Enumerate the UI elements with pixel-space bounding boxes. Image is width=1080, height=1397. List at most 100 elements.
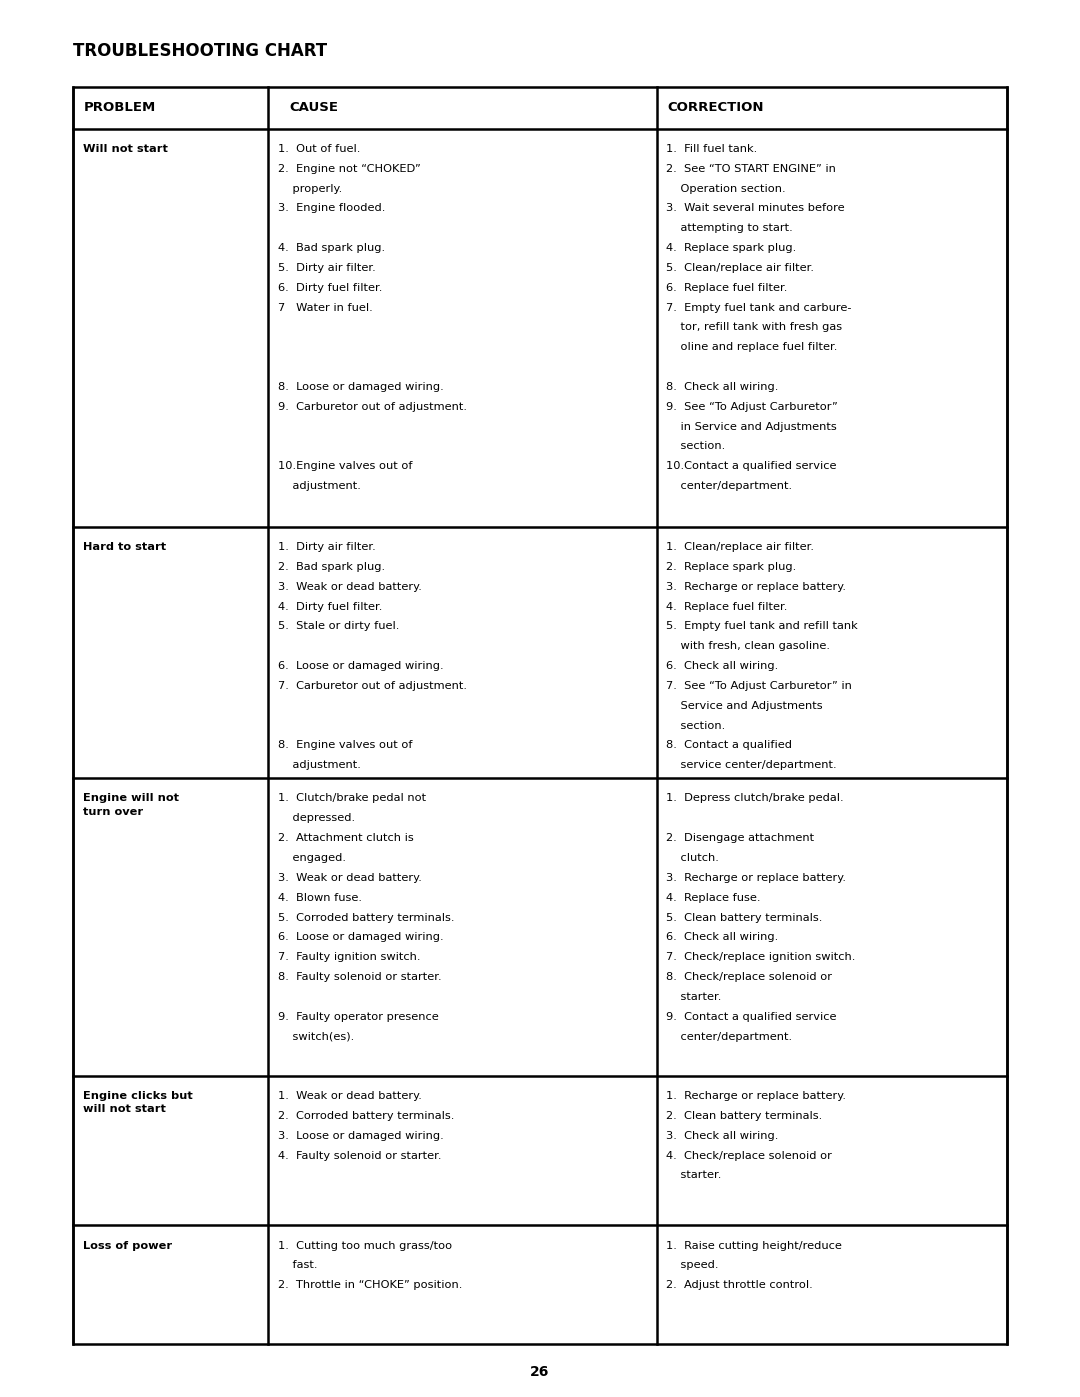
Text: 4.  Blown fuse.: 4. Blown fuse.	[278, 893, 362, 902]
Text: properly.: properly.	[278, 183, 341, 194]
Text: Will not start: Will not start	[83, 144, 168, 154]
Text: 1.  Raise cutting height/reduce: 1. Raise cutting height/reduce	[666, 1241, 842, 1250]
Text: 5.  Clean battery terminals.: 5. Clean battery terminals.	[666, 912, 823, 922]
Text: center/department.: center/department.	[666, 481, 793, 492]
Text: 3.  Loose or damaged wiring.: 3. Loose or damaged wiring.	[278, 1130, 443, 1141]
Text: 1.  Depress clutch/brake pedal.: 1. Depress clutch/brake pedal.	[666, 793, 843, 803]
Text: 2.  Bad spark plug.: 2. Bad spark plug.	[278, 562, 384, 571]
Text: 3.  Recharge or replace battery.: 3. Recharge or replace battery.	[666, 581, 847, 592]
Text: 5.  Empty fuel tank and refill tank: 5. Empty fuel tank and refill tank	[666, 622, 859, 631]
Text: oline and replace fuel filter.: oline and replace fuel filter.	[666, 342, 838, 352]
Text: depressed.: depressed.	[278, 813, 354, 823]
Text: 6.  Dirty fuel filter.: 6. Dirty fuel filter.	[278, 282, 382, 293]
Text: 8.  Engine valves out of: 8. Engine valves out of	[278, 740, 413, 750]
Text: in Service and Adjustments: in Service and Adjustments	[666, 422, 837, 432]
Text: 2.  Replace spark plug.: 2. Replace spark plug.	[666, 562, 797, 571]
Text: 7.  Carburetor out of adjustment.: 7. Carburetor out of adjustment.	[278, 680, 467, 692]
Text: 2.  Attachment clutch is: 2. Attachment clutch is	[278, 833, 414, 844]
Text: 6.  Loose or damaged wiring.: 6. Loose or damaged wiring.	[278, 932, 443, 943]
Text: 1.  Fill fuel tank.: 1. Fill fuel tank.	[666, 144, 757, 154]
Text: Loss of power: Loss of power	[83, 1241, 173, 1250]
Text: 2.  Disengage attachment: 2. Disengage attachment	[666, 833, 814, 844]
Text: 5.  Stale or dirty fuel.: 5. Stale or dirty fuel.	[278, 622, 399, 631]
Text: 3.  Recharge or replace battery.: 3. Recharge or replace battery.	[666, 873, 847, 883]
Text: adjustment.: adjustment.	[278, 481, 361, 492]
Text: 3.  Check all wiring.: 3. Check all wiring.	[666, 1130, 779, 1141]
Text: Service and Adjustments: Service and Adjustments	[666, 701, 823, 711]
Text: 2.  Adjust throttle control.: 2. Adjust throttle control.	[666, 1280, 813, 1291]
Text: 7.  Faulty ignition switch.: 7. Faulty ignition switch.	[278, 953, 420, 963]
Text: 2.  Corroded battery terminals.: 2. Corroded battery terminals.	[278, 1111, 454, 1120]
Text: 1.  Clean/replace air filter.: 1. Clean/replace air filter.	[666, 542, 814, 552]
Text: 4.  Dirty fuel filter.: 4. Dirty fuel filter.	[278, 602, 382, 612]
Text: 10.Contact a qualified service: 10.Contact a qualified service	[666, 461, 837, 471]
Text: 9.  See “To Adjust Carburetor”: 9. See “To Adjust Carburetor”	[666, 402, 838, 412]
Text: 1.  Weak or dead battery.: 1. Weak or dead battery.	[278, 1091, 421, 1101]
Text: fast.: fast.	[278, 1260, 318, 1270]
Text: Engine clicks but
will not start: Engine clicks but will not start	[83, 1091, 193, 1115]
Text: 10.Engine valves out of: 10.Engine valves out of	[278, 461, 413, 471]
Text: 3.  Weak or dead battery.: 3. Weak or dead battery.	[278, 873, 421, 883]
Text: with fresh, clean gasoline.: with fresh, clean gasoline.	[666, 641, 831, 651]
Text: 3.  Wait several minutes before: 3. Wait several minutes before	[666, 204, 845, 214]
Text: CORRECTION: CORRECTION	[667, 101, 764, 115]
Text: 1.  Cutting too much grass/too: 1. Cutting too much grass/too	[278, 1241, 451, 1250]
Text: 3.  Weak or dead battery.: 3. Weak or dead battery.	[278, 581, 421, 592]
Text: 4.  Replace spark plug.: 4. Replace spark plug.	[666, 243, 797, 253]
Text: 4.  Faulty solenoid or starter.: 4. Faulty solenoid or starter.	[278, 1151, 441, 1161]
Text: 1.  Out of fuel.: 1. Out of fuel.	[278, 144, 360, 154]
Text: 4.  Replace fuel filter.: 4. Replace fuel filter.	[666, 602, 787, 612]
Text: adjustment.: adjustment.	[278, 760, 361, 770]
Text: 7.  Empty fuel tank and carbure-: 7. Empty fuel tank and carbure-	[666, 303, 852, 313]
Text: 9.  Contact a qualified service: 9. Contact a qualified service	[666, 1011, 837, 1021]
Text: speed.: speed.	[666, 1260, 719, 1270]
Text: tor, refill tank with fresh gas: tor, refill tank with fresh gas	[666, 323, 842, 332]
Text: engaged.: engaged.	[278, 854, 346, 863]
Text: 6.  Check all wiring.: 6. Check all wiring.	[666, 661, 779, 671]
Text: switch(es).: switch(es).	[278, 1031, 354, 1042]
Text: 4.  Replace fuse.: 4. Replace fuse.	[666, 893, 760, 902]
Text: 9.  Carburetor out of adjustment.: 9. Carburetor out of adjustment.	[278, 402, 467, 412]
Text: attempting to start.: attempting to start.	[666, 224, 793, 233]
Text: Engine will not
turn over: Engine will not turn over	[83, 793, 179, 817]
Text: PROBLEM: PROBLEM	[84, 101, 157, 115]
Text: 2.  Clean battery terminals.: 2. Clean battery terminals.	[666, 1111, 823, 1120]
Text: center/department.: center/department.	[666, 1031, 793, 1042]
Bar	[73, 87, 1007, 1344]
Text: 4.  Bad spark plug.: 4. Bad spark plug.	[278, 243, 384, 253]
Text: 2.  Engine not “CHOKED”: 2. Engine not “CHOKED”	[278, 163, 420, 173]
Text: 3.  Engine flooded.: 3. Engine flooded.	[278, 204, 384, 214]
Text: 8.  Check all wiring.: 8. Check all wiring.	[666, 381, 779, 393]
Text: 6.  Check all wiring.: 6. Check all wiring.	[666, 932, 779, 943]
Text: 8.  Contact a qualified: 8. Contact a qualified	[666, 740, 793, 750]
Text: starter.: starter.	[666, 992, 721, 1002]
Text: TROUBLESHOOTING CHART: TROUBLESHOOTING CHART	[73, 42, 327, 60]
Text: service center/department.: service center/department.	[666, 760, 837, 770]
Text: 6.  Replace fuel filter.: 6. Replace fuel filter.	[666, 282, 787, 293]
Text: 9.  Faulty operator presence: 9. Faulty operator presence	[278, 1011, 438, 1021]
Text: 2.  Throttle in “CHOKE” position.: 2. Throttle in “CHOKE” position.	[278, 1280, 462, 1291]
Text: 26: 26	[530, 1365, 550, 1379]
Text: 8.  Faulty solenoid or starter.: 8. Faulty solenoid or starter.	[278, 972, 442, 982]
Text: starter.: starter.	[666, 1171, 721, 1180]
Text: 7   Water in fuel.: 7 Water in fuel.	[278, 303, 373, 313]
Text: 5.  Corroded battery terminals.: 5. Corroded battery terminals.	[278, 912, 454, 922]
Text: clutch.: clutch.	[666, 854, 719, 863]
Text: 6.  Loose or damaged wiring.: 6. Loose or damaged wiring.	[278, 661, 443, 671]
Text: CAUSE: CAUSE	[289, 101, 338, 115]
Text: Hard to start: Hard to start	[83, 542, 166, 552]
Text: 7.  See “To Adjust Carburetor” in: 7. See “To Adjust Carburetor” in	[666, 680, 852, 692]
Text: section.: section.	[666, 441, 726, 451]
Text: section.: section.	[666, 721, 726, 731]
Text: 1.  Clutch/brake pedal not: 1. Clutch/brake pedal not	[278, 793, 426, 803]
Text: 4.  Check/replace solenoid or: 4. Check/replace solenoid or	[666, 1151, 833, 1161]
Text: 1.  Recharge or replace battery.: 1. Recharge or replace battery.	[666, 1091, 847, 1101]
Text: 2.  See “TO START ENGINE” in: 2. See “TO START ENGINE” in	[666, 163, 836, 173]
Text: 7.  Check/replace ignition switch.: 7. Check/replace ignition switch.	[666, 953, 855, 963]
Text: 5.  Clean/replace air filter.: 5. Clean/replace air filter.	[666, 263, 814, 272]
Text: 8.  Check/replace solenoid or: 8. Check/replace solenoid or	[666, 972, 833, 982]
Text: Operation section.: Operation section.	[666, 183, 786, 194]
Text: 8.  Loose or damaged wiring.: 8. Loose or damaged wiring.	[278, 381, 443, 393]
Text: 5.  Dirty air filter.: 5. Dirty air filter.	[278, 263, 376, 272]
Text: 1.  Dirty air filter.: 1. Dirty air filter.	[278, 542, 376, 552]
